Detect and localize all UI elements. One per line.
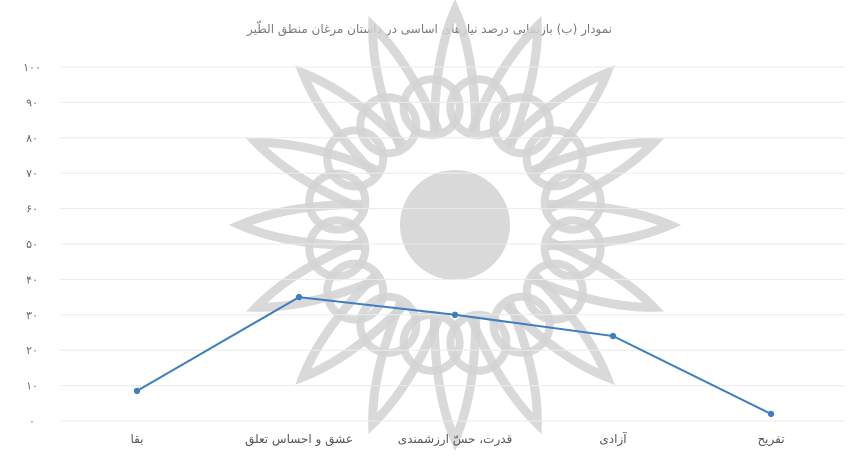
watermark-ring	[522, 126, 587, 191]
data-point	[767, 410, 775, 418]
watermark-ring	[489, 292, 554, 357]
y-tick-label: ۹۰	[26, 96, 38, 109]
watermark-ring	[540, 216, 605, 281]
y-tick-label: ۰	[29, 415, 35, 428]
watermark-petal	[467, 16, 542, 149]
watermark-ring	[399, 75, 464, 140]
watermark-petal	[467, 301, 542, 434]
data-point	[609, 332, 617, 340]
watermark-core	[400, 170, 510, 280]
y-tick-label: ۲۰	[26, 344, 38, 357]
watermark-petal	[368, 301, 443, 434]
x-tick-label: قدرت، حسّ ارزشمندی	[398, 432, 513, 447]
watermark-ring	[323, 259, 388, 324]
y-tick-label: ۸۰	[26, 132, 38, 145]
watermark-petal	[246, 138, 379, 213]
x-tick-label: عشق و احساس تعلق	[245, 432, 353, 447]
watermark-rosette-logo	[228, 0, 682, 452]
watermark-petal	[429, 0, 481, 133]
chart-title: نمودار (ب) بازنمایی درصد نیازهای اساسی د…	[246, 22, 613, 36]
series-layer	[133, 293, 775, 418]
watermark-petal	[531, 237, 664, 312]
watermark-petal	[368, 16, 443, 149]
watermark-petal	[502, 65, 615, 178]
y-tick-label: ۳۰	[26, 309, 38, 322]
x-tick-label: آزادی	[599, 431, 627, 447]
watermark-ring	[489, 93, 554, 158]
watermark-ring	[323, 126, 388, 191]
x-axis-ticks: بقا عشق و احساس تعلق قدرت، حسّ ارزشمندی آزا…	[130, 431, 784, 447]
x-tick-label: تفریح	[757, 432, 784, 447]
watermark-ring	[356, 292, 421, 357]
y-tick-label: ۷۰	[26, 167, 38, 180]
watermark-ring	[446, 75, 511, 140]
y-tick-label: ۵۰	[26, 238, 38, 251]
watermark-petal	[295, 272, 408, 385]
data-point	[451, 311, 459, 318]
data-point	[295, 293, 303, 301]
watermark-ring	[522, 259, 587, 324]
y-tick-label: ۱۰	[26, 380, 38, 393]
x-tick-label: بقا	[130, 432, 143, 446]
y-tick-label: ۶۰	[26, 203, 38, 216]
watermark-ring	[356, 93, 421, 158]
watermark-petal	[531, 138, 664, 213]
data-point	[133, 387, 141, 395]
watermark-petal	[246, 237, 379, 312]
y-tick-label: ۱۰۰	[23, 61, 41, 74]
y-axis-ticks: ۰ ۱۰ ۲۰ ۳۰ ۴۰ ۵۰ ۶۰ ۷۰ ۸۰ ۹۰ ۱۰۰	[23, 61, 41, 428]
watermark-petal	[429, 317, 481, 452]
watermark-petal	[295, 65, 408, 178]
y-tick-label: ۴۰	[26, 273, 38, 286]
watermark-ring	[305, 216, 370, 281]
watermark-petal	[502, 272, 615, 385]
